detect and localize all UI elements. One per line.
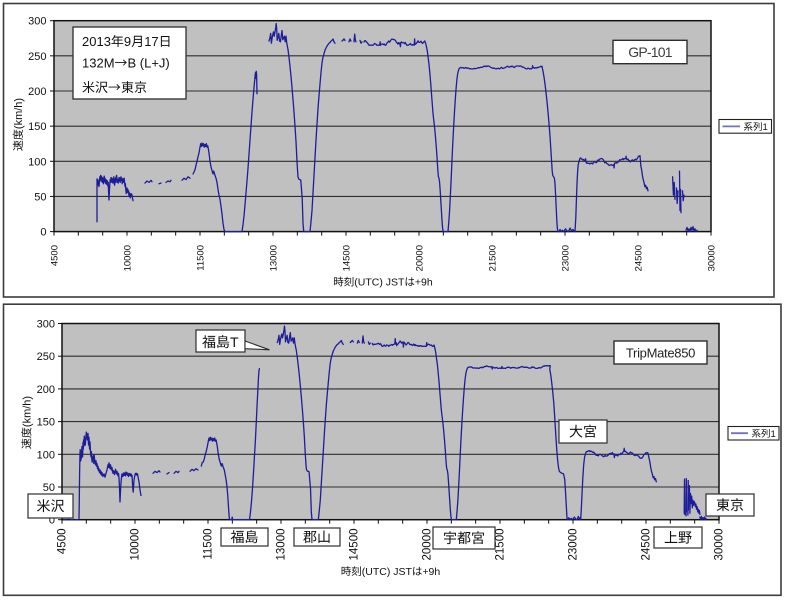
svg-text:0: 0 — [40, 227, 46, 239]
svg-text:B (L+J): B (L+J) — [128, 56, 170, 71]
svg-text:250: 250 — [37, 351, 55, 363]
svg-text:300: 300 — [37, 319, 55, 331]
svg-text:11500: 11500 — [203, 529, 215, 560]
svg-text:200: 200 — [37, 384, 55, 396]
svg-text:T: T — [230, 334, 239, 350]
svg-text:24500: 24500 — [634, 245, 645, 271]
svg-text:14500: 14500 — [349, 529, 361, 561]
svg-text:150: 150 — [28, 121, 46, 133]
svg-text:14500: 14500 — [342, 245, 353, 271]
svg-text:+9h: +9h — [422, 566, 440, 578]
svg-text:TripMate850: TripMate850 — [626, 346, 695, 361]
svg-text:(UTC) JST: (UTC) JST — [354, 277, 405, 289]
svg-text:17: 17 — [144, 34, 158, 49]
svg-text:30000: 30000 — [714, 529, 726, 561]
svg-text:30000: 30000 — [707, 245, 718, 271]
svg-text:(km/h): (km/h) — [13, 98, 25, 129]
svg-text:+9h: +9h — [415, 277, 433, 289]
svg-text:100: 100 — [37, 449, 55, 461]
svg-text:1: 1 — [763, 122, 768, 133]
svg-text:24500: 24500 — [641, 529, 653, 561]
svg-text:GP-101: GP-101 — [628, 44, 672, 60]
svg-text:4500: 4500 — [57, 529, 69, 555]
svg-text:13000: 13000 — [269, 245, 280, 271]
svg-text:150: 150 — [37, 417, 55, 429]
svg-text:50: 50 — [34, 191, 46, 203]
svg-text:11500: 11500 — [196, 245, 207, 271]
svg-text:(km/h): (km/h) — [22, 396, 34, 427]
svg-text:1: 1 — [771, 429, 776, 440]
svg-text:132M: 132M — [82, 56, 115, 71]
svg-text:21500: 21500 — [488, 245, 499, 271]
svg-text:10000: 10000 — [123, 245, 134, 271]
svg-text:9: 9 — [124, 34, 131, 49]
svg-text:(UTC) JST: (UTC) JST — [362, 566, 413, 578]
svg-text:100: 100 — [28, 156, 46, 168]
svg-text:0: 0 — [49, 515, 55, 527]
svg-text:300: 300 — [28, 16, 46, 28]
svg-text:20000: 20000 — [415, 245, 426, 271]
svg-text:200: 200 — [28, 86, 46, 98]
svg-text:23000: 23000 — [561, 245, 572, 271]
svg-text:21500: 21500 — [495, 529, 507, 561]
svg-text:10000: 10000 — [130, 529, 142, 561]
svg-text:4500: 4500 — [50, 245, 61, 266]
svg-text:13000: 13000 — [276, 529, 288, 561]
svg-text:20000: 20000 — [422, 529, 434, 561]
svg-text:23000: 23000 — [568, 529, 580, 561]
svg-text:250: 250 — [28, 51, 46, 63]
svg-text:2013: 2013 — [82, 34, 111, 49]
svg-text:50: 50 — [43, 482, 55, 494]
